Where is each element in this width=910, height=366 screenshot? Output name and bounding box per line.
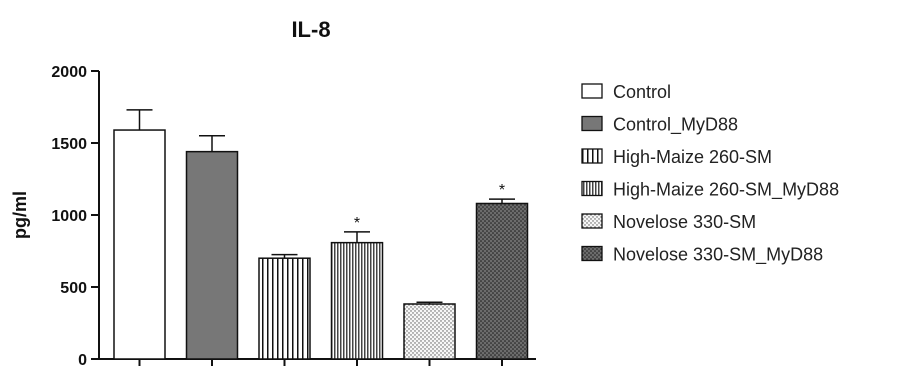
bar-4 [330, 241, 384, 360]
legend-swatch-3 [581, 148, 603, 164]
bar-5 [403, 303, 456, 360]
y-axis-label: pg/ml [10, 191, 30, 239]
legend: Control Control_MyD88 High-Maize 260-SM Hig… [581, 82, 839, 266]
bar-1 [113, 129, 166, 360]
legend-swatch-4 [581, 180, 603, 197]
y-tick-label-3: 1500 [51, 136, 87, 153]
y-tick-label-0: 0 [78, 352, 87, 366]
chart-title: IL-8 [291, 17, 330, 42]
legend-label-6: Novelose 330-SM_MyD88 [613, 245, 823, 266]
legend-label-1: Control [613, 82, 671, 102]
y-tick-label-1: 500 [60, 280, 87, 297]
legend-label-5: Novelose 330-SM [613, 212, 756, 232]
legend-swatch-2 [581, 115, 603, 132]
y-tick-label-4: 2000 [51, 64, 87, 81]
bar-3 [258, 257, 311, 360]
legend-label-2: Control_MyD88 [613, 115, 738, 136]
bars-group: ** [113, 109, 529, 360]
legend-swatch-6 [581, 245, 603, 262]
legend-swatch-1 [581, 83, 603, 99]
significance-marker-6: * [499, 182, 505, 199]
axes-group: 0 500 1000 1500 2000 [51, 64, 536, 366]
y-tick-label-2: 1000 [51, 208, 87, 225]
bar-6 [475, 202, 529, 360]
legend-label-3: High-Maize 260-SM [613, 147, 772, 167]
significance-marker-4: * [354, 215, 360, 232]
bar-2 [185, 150, 239, 360]
legend-swatch-5 [581, 213, 603, 229]
legend-label-4: High-Maize 260-SM_MyD88 [613, 180, 839, 201]
